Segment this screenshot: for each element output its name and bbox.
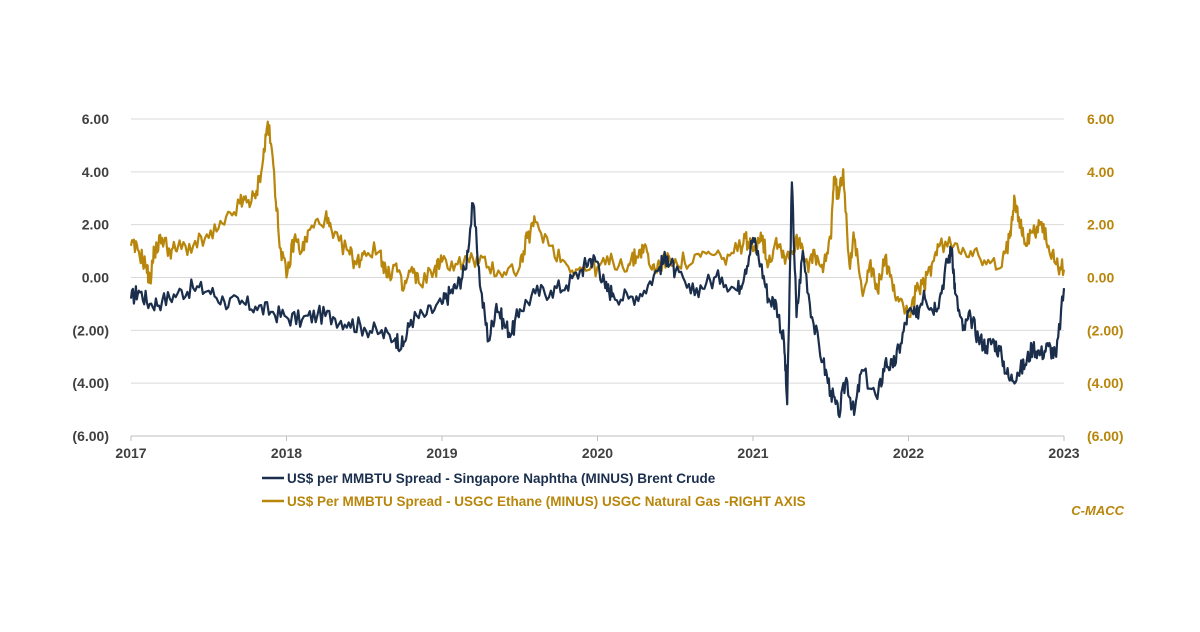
x-tick-label: 2017 [115, 445, 146, 461]
x-tick-label: 2022 [893, 445, 924, 461]
x-tick-label: 2023 [1048, 445, 1079, 461]
series-line-naphtha [129, 181, 1066, 419]
x-tick-label: 2021 [737, 445, 768, 461]
series-line-ethane [129, 120, 1066, 319]
right-axis-ticks: 6.00 4.00 2.00 0.00 (2.00) (4.00) (6.00) [1087, 111, 1124, 444]
series-lines [129, 120, 1066, 419]
left-tick-label: 6.00 [82, 111, 109, 127]
left-tick-label: (2.00) [72, 322, 109, 338]
legend: US$ per MMBTU Spread - Singapore Naphtha… [262, 471, 806, 509]
right-tick-label: 2.00 [1087, 217, 1114, 233]
left-axis-ticks: 6.00 4.00 2.00 0.00 (2.00) (4.00) (6.00) [72, 111, 109, 444]
left-tick-label: 2.00 [82, 217, 109, 233]
x-tick-label: 2020 [582, 445, 613, 461]
right-tick-label: (4.00) [1087, 375, 1124, 391]
x-tick-label: 2019 [426, 445, 457, 461]
x-axis-ticks: 2017 2018 2019 2020 2021 2022 2023 [115, 436, 1080, 461]
right-tick-label: 6.00 [1087, 111, 1114, 127]
x-tick-label: 2018 [271, 445, 302, 461]
legend-entry-ethane: US$ Per MMBTU Spread - USGC Ethane (MINU… [262, 494, 806, 509]
legend-label-naphtha: US$ per MMBTU Spread - Singapore Naphtha… [287, 471, 716, 486]
source-note: C-MACC [1071, 503, 1124, 518]
legend-entry-naphtha: US$ per MMBTU Spread - Singapore Naphtha… [262, 471, 716, 486]
right-tick-label: (6.00) [1087, 428, 1124, 444]
left-tick-label: (6.00) [72, 428, 109, 444]
right-tick-label: 4.00 [1087, 164, 1114, 180]
right-tick-label: 0.00 [1087, 270, 1114, 286]
right-tick-label: (2.00) [1087, 322, 1124, 338]
left-tick-label: (4.00) [72, 375, 109, 391]
left-tick-label: 0.00 [82, 270, 109, 286]
left-tick-label: 4.00 [82, 164, 109, 180]
legend-label-ethane: US$ Per MMBTU Spread - USGC Ethane (MINU… [287, 494, 806, 509]
